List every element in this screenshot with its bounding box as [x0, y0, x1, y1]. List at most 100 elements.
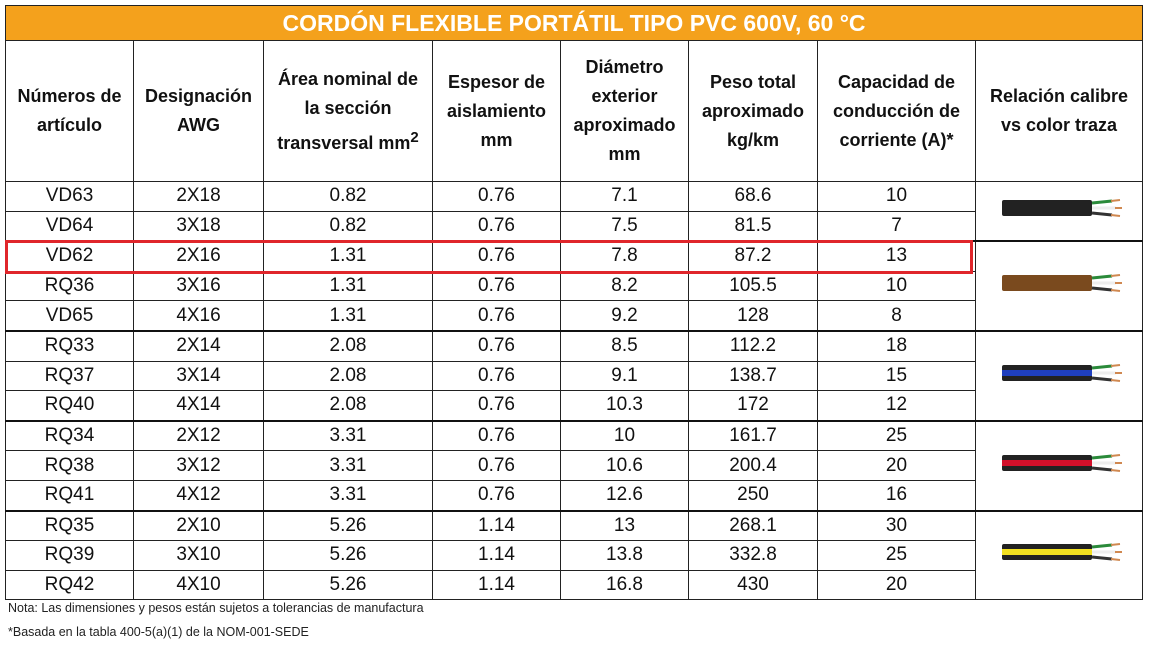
row: RQ37 3X14 2.08 0.76 9.1 138.7 15 — [5, 360, 1143, 392]
cell: 30 — [817, 509, 976, 542]
cell: 0.76 — [432, 210, 561, 242]
table: CORDÓN FLEXIBLE PORTÁTIL TIPO PVC 600V, … — [4, 5, 1144, 601]
cell: 13 — [560, 509, 689, 542]
cell: 13 — [817, 240, 976, 272]
cell: RQ42 — [5, 569, 134, 601]
cell: VD63 — [5, 181, 134, 212]
header-text: Área nominal de la sección transversal m… — [277, 68, 419, 153]
table-wrap: CORDÓN FLEXIBLE PORTÁTIL TIPO PVC 600V, … — [4, 5, 1144, 601]
cell: 8.2 — [560, 270, 689, 302]
row: RQ41 4X12 3.31 0.76 12.6 250 16 — [5, 479, 1143, 512]
column-header: Diámetro exterior aproximado mm — [560, 40, 689, 182]
cell: 2.08 — [263, 360, 433, 392]
cell: 10 — [817, 181, 976, 212]
row: RQ40 4X14 2.08 0.76 10.3 172 12 — [5, 390, 1143, 422]
cell: 268.1 — [688, 509, 818, 542]
highlight-box — [5, 240, 973, 274]
row: RQ38 3X12 3.31 0.76 10.6 200.4 20 — [5, 450, 1143, 481]
cell: VD65 — [5, 300, 134, 332]
cell: 68.6 — [688, 181, 818, 212]
cell: 20 — [817, 569, 976, 601]
cell: RQ39 — [5, 540, 134, 571]
cell: RQ33 — [5, 329, 134, 362]
title: CORDÓN FLEXIBLE PORTÁTIL TIPO PVC 600V, … — [4, 5, 1144, 41]
cell: 16 — [817, 479, 976, 512]
cell: 128 — [688, 300, 818, 332]
note: *Basada en la tabla 400-5(a)(1) de la NO… — [8, 625, 309, 639]
cell: RQ40 — [5, 390, 134, 422]
cell: RQ34 — [5, 419, 134, 452]
cell: 20 — [817, 450, 976, 481]
cell: 250 — [688, 479, 818, 512]
cell: 3X16 — [133, 270, 264, 302]
cell: 138.7 — [688, 360, 818, 392]
cell: 1.14 — [432, 509, 561, 542]
cell: 0.76 — [432, 360, 561, 392]
cell: 4X12 — [133, 479, 264, 512]
column-header: Números de artículo — [5, 40, 134, 182]
cell: 1.31 — [263, 270, 433, 302]
cell: 0.76 — [432, 419, 561, 452]
cell: 25 — [817, 419, 976, 452]
cell: 0.76 — [432, 479, 561, 512]
cell: 3.31 — [263, 450, 433, 481]
cell: 16.8 — [560, 569, 689, 601]
cell: 161.7 — [688, 419, 818, 452]
cell: RQ35 — [5, 509, 134, 542]
cable-image — [1002, 453, 1123, 472]
cell: RQ36 — [5, 270, 134, 302]
cell: 0.82 — [263, 181, 433, 212]
cell: RQ37 — [5, 360, 134, 392]
row: VD62 2X16 1.31 0.76 7.8 87.2 13 — [5, 240, 1144, 332]
cell: VD64 — [5, 210, 134, 242]
row: VD64 3X18 0.82 0.76 7.5 81.5 7 — [5, 210, 1143, 242]
column-header: Designación AWG — [133, 40, 264, 182]
cable-cell — [974, 181, 1144, 242]
cell: 3X14 — [133, 360, 264, 392]
row: RQ36 3X16 1.31 0.76 8.2 105.5 10 — [5, 270, 1143, 302]
cell: 0.82 — [263, 210, 433, 242]
cell: 2X18 — [133, 181, 264, 212]
cell: 25 — [817, 540, 976, 571]
cell: 4X16 — [133, 300, 264, 332]
column-header: Capacidad de conducción de corriente (A)… — [817, 40, 976, 182]
cable-image — [1002, 543, 1123, 562]
cell: VD62 — [5, 240, 134, 272]
cell: 10 — [560, 419, 689, 452]
cell: 5.26 — [263, 509, 433, 542]
cell: 81.5 — [688, 210, 818, 242]
row: VD65 4X16 1.31 0.76 9.2 128 8 — [5, 300, 1143, 332]
cell: 200.4 — [688, 450, 818, 481]
cell: 2X12 — [133, 419, 264, 452]
row: RQ39 3X10 5.26 1.14 13.8 332.8 25 — [5, 540, 1143, 571]
row: RQ35 2X10 5.26 1.14 13 268.1 30 — [5, 509, 1144, 601]
cell: 4X10 — [133, 569, 264, 601]
cell: 4X14 — [133, 390, 264, 422]
row: RQ33 2X14 2.08 0.76 8.5 112.2 18 — [5, 329, 1144, 422]
cell: 10 — [817, 270, 976, 302]
cell: 2.08 — [263, 329, 433, 362]
cell: 0.76 — [432, 300, 561, 332]
cell: 7.5 — [560, 210, 689, 242]
cell: 3X12 — [133, 450, 264, 481]
header-sup: 2 — [410, 128, 419, 146]
cell: 1.31 — [263, 300, 433, 332]
cable-image — [1002, 363, 1123, 382]
cable-cell — [974, 419, 1144, 512]
row: VD63 2X18 0.82 0.76 7.1 68.6 10 — [5, 181, 1144, 242]
cell: 1.14 — [432, 569, 561, 601]
cell: 2X10 — [133, 509, 264, 542]
row: RQ42 4X10 5.26 1.14 16.8 430 20 — [5, 569, 1143, 601]
cell: 2.08 — [263, 390, 433, 422]
cell: 0.76 — [432, 390, 561, 422]
cell: 3.31 — [263, 419, 433, 452]
cell: 18 — [817, 329, 976, 362]
column-header: Relación calibre vs color traza — [974, 40, 1144, 182]
note: Nota: Las dimensiones y pesos están suje… — [8, 601, 424, 615]
cell: 5.26 — [263, 540, 433, 571]
cell: 332.8 — [688, 540, 818, 571]
cell: 15 — [817, 360, 976, 392]
column-header: Peso total aproximado kg/km — [688, 40, 818, 182]
cell: 7 — [817, 210, 976, 242]
